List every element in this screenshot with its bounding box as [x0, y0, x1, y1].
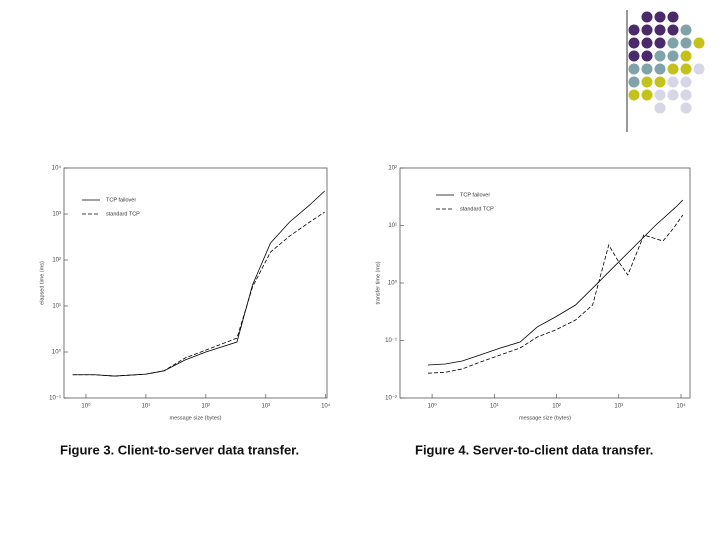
x-tick-label: 10⁰ [81, 403, 91, 410]
series-line [72, 190, 325, 377]
x-tick-label: 10³ [614, 404, 623, 410]
series-line [72, 211, 325, 377]
y-tick-label: 10⁰ [52, 349, 62, 356]
x-tick-label: 10² [202, 404, 211, 410]
y-tick-label: 10² [388, 166, 397, 172]
y-tick-label: 10⁻² [385, 396, 397, 402]
x-tick-label: 10⁰ [428, 403, 438, 410]
legend-label: standard TCP [460, 206, 494, 212]
x-tick-label: 10² [552, 404, 561, 410]
series-line [427, 199, 684, 366]
x-tick-label: 10¹ [142, 404, 151, 410]
y-tick-label: 10⁴ [52, 165, 62, 172]
y-tick-label: 10³ [52, 212, 61, 218]
legend-label: standard TCP [106, 211, 140, 217]
x-tick-label: 10⁴ [321, 403, 331, 410]
y-axis-label: transfer time (ms) [375, 261, 381, 304]
x-axis-label: message size (bytes) [170, 415, 222, 421]
figure-caption: Figure 3. Client-to-server data transfer… [60, 442, 299, 457]
series-line [427, 214, 684, 374]
y-axis-label: elapsed time (ms) [39, 261, 45, 305]
x-tick-label: 10¹ [490, 404, 499, 410]
y-tick-label: 10² [52, 258, 61, 264]
y-tick-label: 10¹ [388, 223, 397, 229]
legend-label: TCP failover [106, 197, 136, 203]
y-tick-label: 10⁻¹ [385, 338, 397, 344]
plot-frame [63, 167, 328, 399]
y-tick-label: 10⁻¹ [49, 396, 61, 402]
x-tick-label: 10⁴ [676, 403, 686, 410]
y-tick-label: 10⁰ [388, 280, 398, 287]
x-tick-label: 10³ [261, 404, 270, 410]
dot-decoration [628, 11, 705, 114]
legend-label: TCP failover [460, 192, 490, 198]
y-tick-label: 10¹ [52, 304, 61, 310]
figure-caption: Figure 4. Server-to-client data transfer… [415, 442, 653, 457]
x-axis-label: message size (bytes) [519, 415, 571, 421]
